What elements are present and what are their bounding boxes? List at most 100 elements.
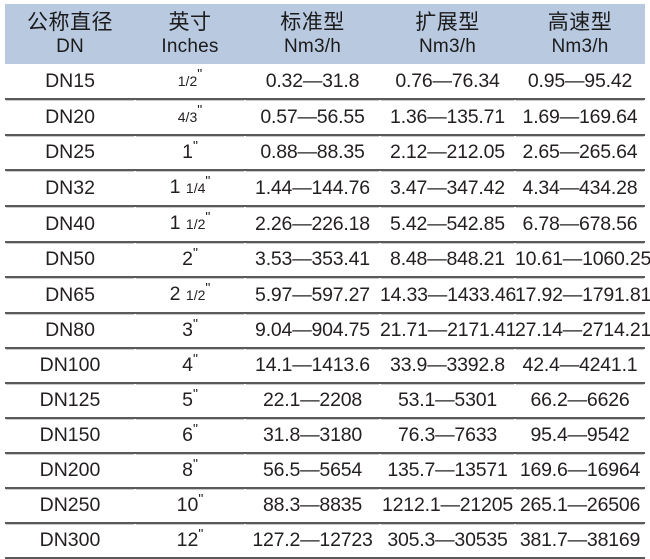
cell-dn: DN150 — [5, 418, 135, 454]
cell-highspeed: 66.2—6626 — [515, 383, 645, 419]
cell-dn: DN80 — [5, 313, 135, 349]
column-header-extended-unit: Nm3/h — [419, 36, 476, 57]
cell-highspeed: 10.61—1060.25 — [515, 242, 650, 278]
cell-inches: 2 1/2" — [135, 277, 245, 314]
cell-dn: DN200 — [5, 453, 135, 489]
cell-inches: 1 1/4" — [135, 170, 245, 207]
cell-highspeed: 6.78—678.56 — [515, 206, 645, 243]
cell-extended: 135.7—13571 — [380, 453, 515, 489]
cell-standard: 0.32—31.8 — [245, 64, 380, 100]
column-header-standard-cn: 标准型 — [280, 10, 345, 34]
cell-extended: 305.3—30535 — [380, 523, 515, 559]
cell-dn: DN300 — [5, 523, 135, 559]
table-row: DN40 1 1/2" 2.26—226.18 5.42—542.85 6.78—678… — [5, 206, 645, 243]
cell-inches: 6" — [135, 418, 245, 454]
cell-dn: DN32 — [5, 170, 135, 207]
cell-extended: 3.47—347.42 — [380, 170, 515, 207]
column-header-inches: 英寸 Inches — [135, 4, 245, 64]
cell-dn: DN20 — [5, 99, 135, 136]
cell-inches: 8" — [135, 453, 245, 489]
table-row: DN50 2" 3.53—353.41 8.48—848.21 10.61—1060.2… — [5, 242, 650, 278]
cell-highspeed: 2.65—265.64 — [515, 135, 645, 171]
cell-extended: 33.9—3392.8 — [380, 348, 515, 384]
cell-highspeed: 381.7—38169 — [515, 523, 645, 559]
column-header-inches-en: Inches — [161, 36, 219, 57]
cell-dn: DN100 — [5, 348, 135, 384]
cell-extended: 1.36—135.71 — [380, 99, 515, 136]
cell-extended: 2.12—212.05 — [380, 135, 515, 171]
table-row: DN125 5" 22.1—2208 53.1—5301 66.2—6626 — [5, 383, 645, 419]
cell-standard: 56.5—5654 — [245, 453, 380, 489]
column-header-highspeed-unit: Nm3/h — [551, 36, 609, 57]
cell-standard: 1.44—144.76 — [245, 170, 380, 207]
cell-highspeed: 17.92—1791.81 — [515, 277, 650, 314]
cell-dn: DN25 — [5, 135, 135, 171]
cell-standard: 2.26—226.18 — [245, 206, 380, 243]
cell-inches: 1 1/2" — [135, 206, 245, 243]
cell-extended: 14.33—1433.46 — [380, 277, 516, 314]
cell-dn: DN65 — [5, 277, 135, 314]
cell-standard: 14.1—1413.6 — [245, 348, 380, 384]
cell-extended: 21.71—2171.41 — [380, 313, 516, 349]
column-header-standard-unit: Nm3/h — [284, 36, 341, 57]
cell-standard: 5.97—597.27 — [245, 277, 380, 314]
table-row: DN15 1/2" 0.32—31.8 0.76—76.34 0.95—95.42 — [5, 64, 645, 100]
cell-extended: 53.1—5301 — [380, 383, 515, 419]
cell-highspeed: 95.4—9542 — [515, 418, 645, 454]
column-header-extended: 扩展型 Nm3/h — [380, 4, 515, 64]
column-header-inches-cn: 英寸 — [168, 10, 212, 34]
cell-dn: DN15 — [5, 64, 135, 100]
spec-table-container: 公称直径 DN 英寸 Inches 标准型 Nm3/h 扩展型 Nm3/h 高速… — [5, 4, 650, 559]
cell-standard: 0.88—88.35 — [245, 135, 380, 171]
table-row: DN100 4" 14.1—1413.6 33.9—3392.8 42.4—4241.1 — [5, 348, 645, 384]
cell-extended: 8.48—848.21 — [380, 242, 515, 278]
cell-extended: 0.76—76.34 — [380, 64, 515, 100]
cell-standard: 0.57—56.55 — [245, 99, 380, 136]
cell-inches: 5" — [135, 383, 245, 419]
cell-dn: DN50 — [5, 242, 135, 278]
column-header-highspeed-cn: 高速型 — [547, 10, 613, 34]
table-row: DN25 1" 0.88—88.35 2.12—212.05 2.65—265.64 — [5, 135, 645, 171]
table-row: DN20 4/3" 0.57—56.55 1.36—135.71 1.69—169.64 — [5, 99, 645, 136]
cell-inches: 12" — [135, 523, 245, 559]
cell-dn: DN250 — [5, 488, 135, 524]
cell-inches: 3" — [135, 313, 245, 349]
table-row: DN150 6" 31.8—3180 76.3—7633 95.4—9542 — [5, 418, 645, 454]
table-row: DN200 8" 56.5—5654 135.7—13571 169.6—16964 — [5, 453, 645, 489]
cell-highspeed: 0.95—95.42 — [515, 64, 645, 100]
header-row: 公称直径 DN 英寸 Inches 标准型 Nm3/h 扩展型 Nm3/h 高速… — [5, 4, 645, 64]
table-row: DN300 12" 127.2—12723 305.3—30535 381.7—3816… — [5, 523, 645, 559]
cell-highspeed: 1.69—169.64 — [515, 99, 645, 136]
column-header-standard: 标准型 Nm3/h — [245, 4, 380, 64]
cell-standard: 3.53—353.41 — [245, 242, 380, 278]
cell-standard: 31.8—3180 — [245, 418, 380, 454]
column-header-dn-en: DN — [56, 36, 84, 57]
cell-standard: 88.3—8835 — [245, 488, 380, 524]
cell-standard: 9.04—904.75 — [245, 313, 380, 349]
cell-extended: 76.3—7633 — [380, 418, 515, 454]
cell-standard: 127.2—12723 — [245, 523, 380, 559]
cell-inches: 1/2" — [135, 64, 245, 100]
cell-highspeed: 169.6—16964 — [515, 453, 645, 489]
cell-extended: 1212.1—21205 — [380, 488, 515, 524]
table-header: 公称直径 DN 英寸 Inches 标准型 Nm3/h 扩展型 Nm3/h 高速… — [5, 4, 645, 64]
cell-inches: 4" — [135, 348, 245, 384]
column-header-dn: 公称直径 DN — [5, 4, 135, 64]
cell-highspeed: 265.1—26506 — [515, 488, 645, 524]
cell-highspeed: 27.14—2714.21 — [515, 313, 650, 349]
column-header-extended-cn: 扩展型 — [415, 10, 480, 34]
table-body: DN15 1/2" 0.32—31.8 0.76—76.34 0.95—95.42 DN2… — [5, 64, 650, 559]
table-row: DN32 1 1/4" 1.44—144.76 3.47—347.42 4.34—434… — [5, 170, 645, 207]
cell-dn: DN40 — [5, 206, 135, 243]
cell-dn: DN125 — [5, 383, 135, 419]
cell-inches: 4/3" — [135, 99, 245, 136]
cell-highspeed: 4.34—434.28 — [515, 170, 645, 207]
table-row: DN250 10" 88.3—8835 1212.1—21205 265.1—26506 — [5, 488, 645, 524]
cell-inches: 2" — [135, 242, 245, 278]
column-header-highspeed: 高速型 Nm3/h — [515, 4, 645, 64]
column-header-dn-cn: 公称直径 — [27, 10, 113, 34]
cell-inches: 1" — [135, 135, 245, 171]
cell-inches: 10" — [135, 488, 245, 524]
cell-extended: 5.42—542.85 — [380, 206, 515, 243]
table-row: DN65 2 1/2" 5.97—597.27 14.33—1433.46 17.92—… — [5, 277, 650, 314]
